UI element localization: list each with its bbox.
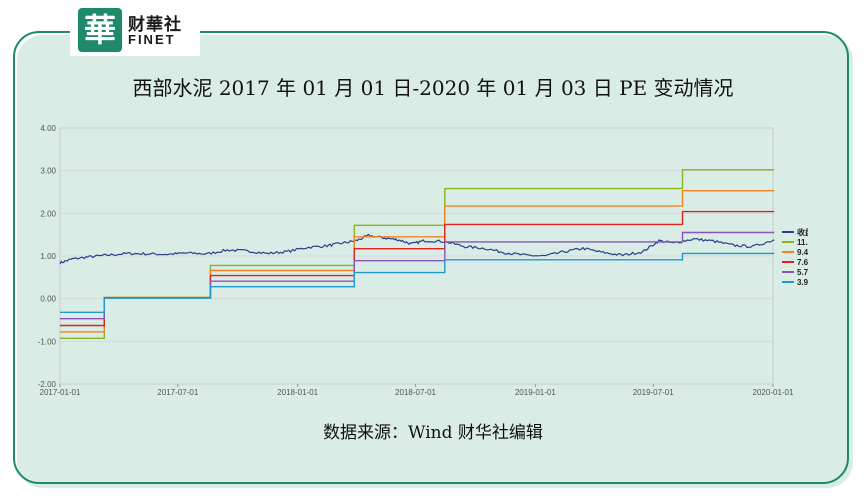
y-tick-label: 1.00 xyxy=(40,252,56,261)
chart-frame xyxy=(13,31,849,484)
legend-label-2: 9.42X xyxy=(797,248,808,257)
series-line-0 xyxy=(59,233,775,265)
x-tick-label: 2017-07-01 xyxy=(157,388,198,397)
x-tick-label: 2017-01-01 xyxy=(40,388,81,397)
grid xyxy=(59,127,774,385)
legend-label-5: 3.96X xyxy=(797,278,808,287)
legend-label-0: 收盘价 xyxy=(797,227,808,237)
pe-chart: 4.00 3.00 2.00 1.00 0.00 -1.00 -2.00 2017-01-0… xyxy=(38,124,808,397)
x-tick-label: 2018-01-01 xyxy=(277,388,318,397)
legend: 收盘价11.24X9.42X7.60X5.78X3.96X xyxy=(782,227,808,287)
x-tick-label: 2019-01-01 xyxy=(515,388,556,397)
series-line-3 xyxy=(60,210,775,327)
y-tick-label: 3.00 xyxy=(40,167,56,176)
logo-mark: 華 xyxy=(78,8,122,52)
x-tick-label: 2020-01-01 xyxy=(753,388,794,397)
y-tick-label: 2.00 xyxy=(40,209,56,218)
series-line-4 xyxy=(60,231,775,320)
chart-title: 西部水泥 2017 年 01 月 01 日-2020 年 01 月 03 日 P… xyxy=(132,76,734,100)
y-axis-ticks: 4.00 3.00 2.00 1.00 0.00 -1.00 -2.00 xyxy=(38,124,57,389)
y-tick-label: 0.00 xyxy=(40,295,56,304)
logo-english-name: FINET xyxy=(128,32,176,47)
series-line-1 xyxy=(60,169,775,339)
x-tick-label: 2019-07-01 xyxy=(633,388,674,397)
y-tick-label: -2.00 xyxy=(38,380,57,389)
legend-label-4: 5.78X xyxy=(797,268,808,277)
legend-label-3: 7.60X xyxy=(797,258,808,267)
logo-chinese-name: 财華社 xyxy=(128,15,182,35)
legend-label-1: 11.24X xyxy=(797,238,808,247)
x-tick-label: 2018-07-01 xyxy=(395,388,436,397)
x-axis-ticks: 2017-01-01 2017-07-01 2018-01-01 2018-07-01… xyxy=(40,384,794,397)
y-tick-label: 4.00 xyxy=(40,124,56,133)
series-lines xyxy=(59,169,775,339)
y-tick-label: -1.00 xyxy=(38,337,57,346)
data-source: 数据来源：Wind 财华社编辑 xyxy=(323,423,543,443)
series-line-5 xyxy=(60,252,775,313)
